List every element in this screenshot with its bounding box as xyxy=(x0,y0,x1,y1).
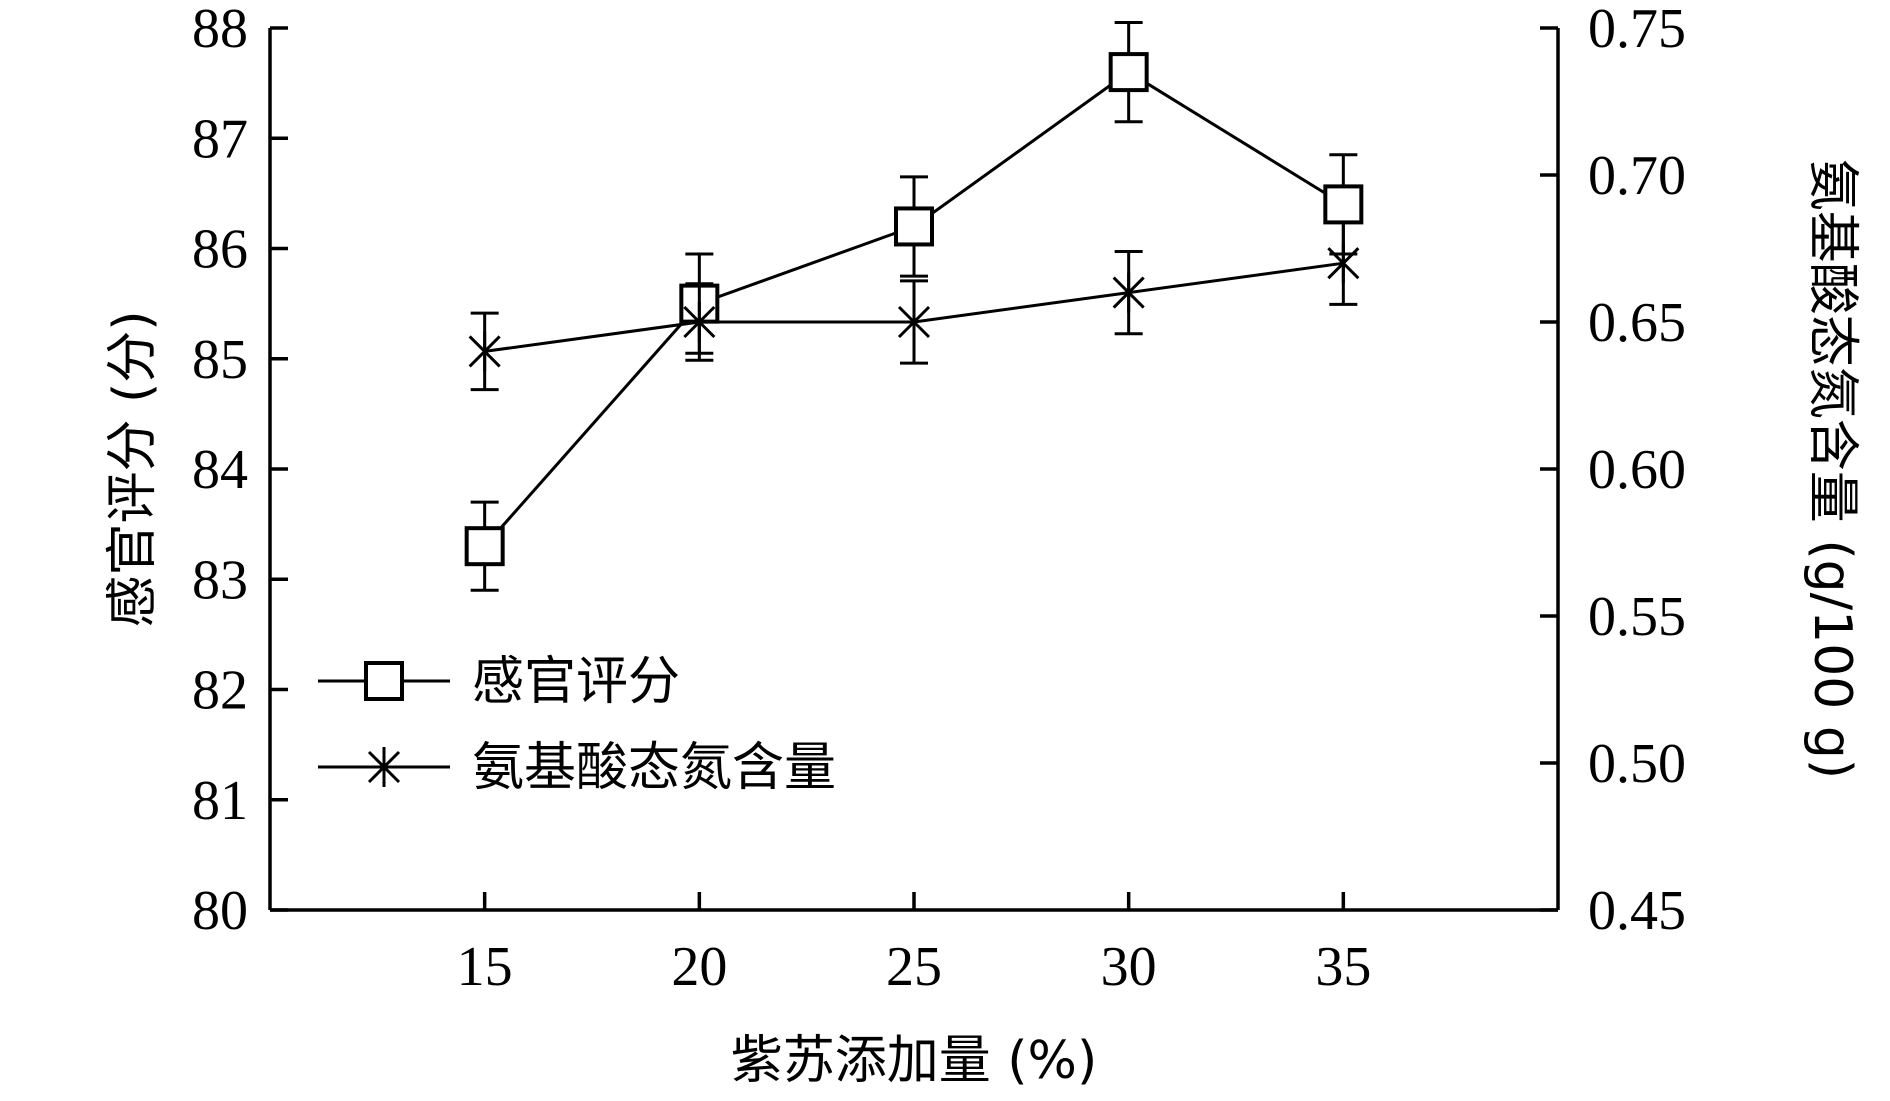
legend-item-2: 氨基酸态氮含量 xyxy=(318,738,836,798)
right-tick-label: 0.55 xyxy=(1588,586,1686,648)
right-y-axis-title: 氨基酸态氮含量 (g/100 g) xyxy=(1802,159,1862,779)
left-y-axis-title: 感官评分 (分) xyxy=(103,310,163,627)
right-tick-label: 0.60 xyxy=(1588,439,1686,501)
series-2 xyxy=(468,220,1360,392)
x-tick-label: 20 xyxy=(671,936,727,998)
x-tick-label: 25 xyxy=(886,936,942,998)
legend-square-marker xyxy=(364,661,404,701)
left-tick-label: 87 xyxy=(192,108,248,170)
left-tick-label: 81 xyxy=(192,770,248,832)
x-tick-label: 30 xyxy=(1101,936,1157,998)
axes xyxy=(268,28,1560,912)
asterisk-stroke xyxy=(1327,247,1360,280)
series-2-point xyxy=(683,302,716,342)
legend-label: 氨基酸态氮含量 xyxy=(472,738,836,798)
ticks: 80 81 82 83 84 85 86 87 88 0.45 0.50 0.55 0.60 0.65 0.… xyxy=(192,0,1686,998)
legend-asterisk-marker xyxy=(367,747,401,787)
asterisk-stroke xyxy=(367,750,401,784)
right-tick-label: 0.75 xyxy=(1588,0,1686,60)
right-tick-label: 0.70 xyxy=(1588,145,1686,207)
left-tick-label: 88 xyxy=(192,0,248,60)
asterisk-stroke xyxy=(683,305,716,339)
asterisk-stroke xyxy=(468,335,501,368)
series-1-point xyxy=(1108,52,1149,93)
x-tick-label: 15 xyxy=(457,936,513,998)
asterisk-stroke xyxy=(1112,276,1145,309)
left-tick-label: 82 xyxy=(192,660,248,722)
right-tick-label: 0.50 xyxy=(1588,733,1686,795)
left-tick-label: 83 xyxy=(192,549,248,611)
asterisk-stroke xyxy=(897,305,931,339)
series-2-point xyxy=(897,302,931,342)
legend-label: 感官评分 xyxy=(472,652,680,712)
right-tick-label: 0.45 xyxy=(1588,880,1686,942)
x-axis-title: 紫苏添加量 (%) xyxy=(731,1031,1098,1091)
legend-item-1: 感官评分 xyxy=(318,652,680,712)
left-tick-label: 86 xyxy=(192,219,248,281)
left-tick-label: 80 xyxy=(192,880,248,942)
series-2-point xyxy=(1112,272,1145,313)
left-tick-label: 85 xyxy=(192,329,248,391)
left-tick-label: 84 xyxy=(192,439,248,501)
series-1-point xyxy=(1323,184,1364,225)
series-1-point xyxy=(894,206,934,247)
series-2-point xyxy=(468,331,501,372)
x-tick-label: 35 xyxy=(1315,936,1371,998)
series-2-point xyxy=(1327,243,1360,284)
series-layer xyxy=(464,20,1364,592)
right-tick-label: 0.65 xyxy=(1588,292,1686,354)
series-1-point xyxy=(464,526,505,567)
